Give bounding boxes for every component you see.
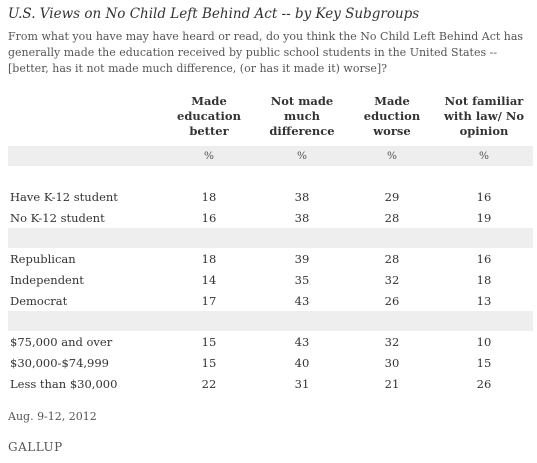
unit-cell: % — [255, 146, 349, 166]
row-label: $30,000-$74,999 — [10, 355, 109, 370]
value-cell: 17 — [201, 293, 217, 308]
table-row: Have K-12 student 18 38 29 16 — [8, 186, 533, 207]
value-cell: 30 — [384, 355, 400, 370]
value-cell: 26 — [476, 376, 492, 391]
value-cell: 35 — [294, 272, 310, 287]
header-not-familiar: Not familiar with law/ No opinion — [443, 94, 525, 138]
value-cell: 32 — [384, 334, 400, 349]
row-label: Republican — [10, 251, 76, 266]
value-cell: 15 — [476, 355, 492, 370]
group-separator — [8, 311, 533, 331]
value-cell: 19 — [476, 210, 492, 225]
separator-cell — [8, 311, 533, 331]
value-cell: 21 — [384, 376, 400, 391]
table-row: Independent 14 35 32 18 — [8, 269, 533, 290]
value-cell: 28 — [384, 210, 400, 225]
row-label: Have K-12 student — [10, 189, 118, 204]
value-cell: 22 — [201, 376, 217, 391]
survey-date: Aug. 9-12, 2012 — [8, 410, 97, 423]
table-row: Less than $30,000 22 31 21 26 — [8, 373, 533, 394]
value-cell: 40 — [294, 355, 310, 370]
row-label: Independent — [10, 272, 84, 287]
value-cell: 31 — [294, 376, 310, 391]
row-label: Democrat — [10, 293, 68, 308]
value-cell: 18 — [201, 189, 217, 204]
results-table: Made education better Not made much diff… — [8, 94, 533, 394]
value-cell: 26 — [384, 293, 400, 308]
value-cell: 18 — [201, 251, 217, 266]
unit-cell: % — [163, 146, 255, 166]
value-cell: 15 — [201, 334, 217, 349]
header-no-difference: Not made much difference — [269, 94, 335, 138]
table-row: $75,000 and over 15 43 32 10 — [8, 331, 533, 352]
table-row: Republican 18 39 28 16 — [8, 248, 533, 269]
value-cell: 14 — [201, 272, 217, 287]
spacer-cell — [8, 166, 533, 186]
group-spacer — [8, 166, 533, 186]
unit-row: %%%% — [8, 146, 533, 166]
value-cell: 39 — [294, 251, 310, 266]
chart-subtitle: From what you have may have heard or rea… — [8, 30, 524, 75]
value-cell: 10 — [476, 334, 492, 349]
table-row: Democrat 17 43 26 13 — [8, 290, 533, 311]
header-made-worse: Made eduction worse — [363, 94, 421, 138]
table-row: $30,000-$74,999 15 40 30 15 — [8, 352, 533, 373]
value-cell: 43 — [294, 334, 310, 349]
unit-cell-blank — [8, 146, 163, 166]
header-row: Made education better Not made much diff… — [8, 94, 533, 146]
header-made-better: Made education better — [177, 94, 241, 138]
unit-cell: % — [435, 146, 533, 166]
value-cell: 16 — [476, 189, 492, 204]
value-cell: 32 — [384, 272, 400, 287]
unit-cell: % — [349, 146, 435, 166]
value-cell: 38 — [294, 189, 310, 204]
header-blank — [8, 94, 163, 146]
value-cell: 16 — [201, 210, 217, 225]
value-cell: 29 — [384, 189, 400, 204]
gallup-logo: GALLUP — [8, 440, 63, 454]
separator-cell — [8, 228, 533, 248]
row-label: $75,000 and over — [10, 334, 113, 349]
row-label: Less than $30,000 — [10, 376, 118, 391]
table-row: No K-12 student 16 38 28 19 — [8, 207, 533, 228]
value-cell: 38 — [294, 210, 310, 225]
value-cell: 16 — [476, 251, 492, 266]
group-separator — [8, 228, 533, 248]
value-cell: 18 — [476, 272, 492, 287]
value-cell: 43 — [294, 293, 310, 308]
chart-title: U.S. Views on No Child Left Behind Act -… — [8, 6, 420, 22]
value-cell: 13 — [476, 293, 492, 308]
row-label: No K-12 student — [10, 210, 105, 225]
value-cell: 28 — [384, 251, 400, 266]
value-cell: 15 — [201, 355, 217, 370]
